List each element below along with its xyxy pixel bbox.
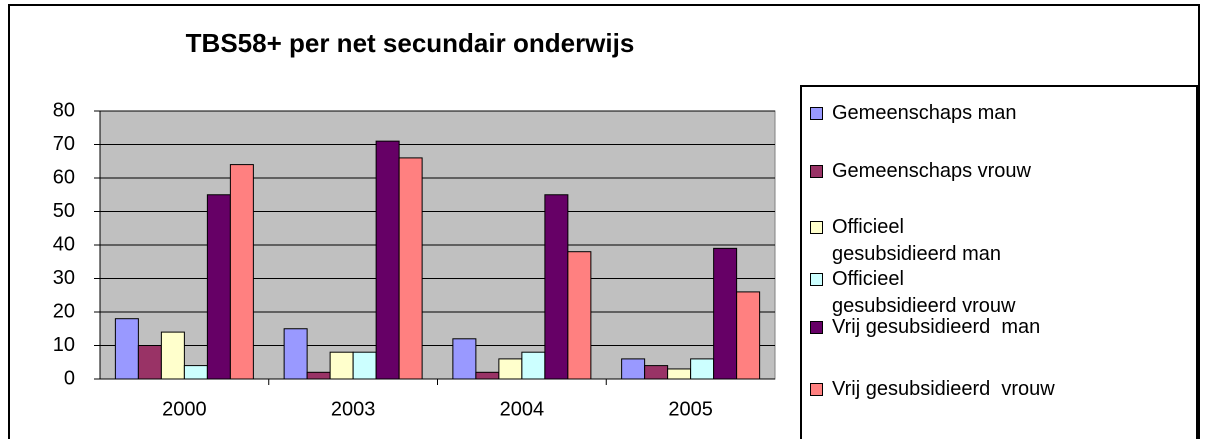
bar bbox=[644, 365, 669, 380]
legend-label: Gemeenschaps vrouw bbox=[832, 160, 1031, 182]
bar bbox=[713, 247, 738, 380]
bar bbox=[137, 345, 162, 380]
bar bbox=[114, 318, 139, 380]
bar bbox=[475, 371, 500, 380]
x-tick-label: 2005 bbox=[668, 398, 713, 420]
y-tick-label: 60 bbox=[53, 166, 75, 188]
legend: Gemeenschaps man Gemeenschaps vrouw Offici… bbox=[800, 85, 1198, 439]
chart-title: TBS58+ per net secundair onderwijs bbox=[186, 28, 635, 58]
y-tick-label: 40 bbox=[53, 233, 75, 255]
legend-label: Vrij gesubsidieerd man bbox=[832, 316, 1041, 338]
bar bbox=[306, 371, 331, 380]
y-tick-label: 80 bbox=[53, 99, 75, 121]
x-tick-label: 2000 bbox=[162, 398, 207, 420]
legend-entry: Gemeenschaps vrouw bbox=[810, 158, 1190, 185]
bar bbox=[452, 338, 477, 380]
bar bbox=[283, 328, 308, 380]
x-tick-label: 2004 bbox=[500, 398, 545, 420]
legend-swatch bbox=[810, 273, 823, 286]
legend-label: Officieel gesubsidieerd man bbox=[832, 216, 1001, 265]
legend-entry: Vrij gesubsidieerd man bbox=[810, 314, 1190, 341]
bar bbox=[160, 331, 185, 380]
bar bbox=[498, 358, 523, 380]
legend-label: Officieel gesubsidieerd vrouw bbox=[832, 268, 1016, 317]
legend-swatch bbox=[810, 221, 823, 234]
bar bbox=[398, 157, 423, 380]
bar bbox=[183, 365, 208, 380]
y-tick-label: 50 bbox=[53, 200, 75, 222]
bar bbox=[521, 351, 546, 380]
legend-swatch bbox=[810, 321, 823, 334]
y-tick-label: 70 bbox=[53, 133, 75, 155]
bar bbox=[736, 291, 761, 380]
bar bbox=[352, 351, 377, 380]
bar bbox=[329, 351, 354, 380]
bar bbox=[690, 358, 715, 380]
bar bbox=[229, 164, 254, 380]
legend-entry: Officieel gesubsidieerd vrouw bbox=[810, 266, 1190, 320]
bar bbox=[544, 194, 569, 380]
y-tick-label: 0 bbox=[64, 367, 75, 389]
bar bbox=[621, 358, 646, 380]
legend-label: Gemeenschaps man bbox=[832, 102, 1017, 124]
legend-label: Vrij gesubsidieerd vrouw bbox=[832, 378, 1055, 400]
legend-swatch bbox=[810, 107, 823, 120]
bar bbox=[667, 368, 692, 380]
legend-swatch bbox=[810, 165, 823, 178]
y-tick-label: 20 bbox=[53, 300, 75, 322]
bar bbox=[375, 140, 400, 380]
x-tick-label: 2003 bbox=[331, 398, 376, 420]
legend-entry: Vrij gesubsidieerd vrouw bbox=[810, 376, 1190, 403]
legend-swatch bbox=[810, 383, 823, 396]
y-tick-label: 10 bbox=[53, 334, 75, 356]
bar bbox=[567, 251, 592, 380]
bar bbox=[206, 194, 231, 380]
legend-entry: Gemeenschaps man bbox=[810, 100, 1190, 127]
legend-entry: Officieel gesubsidieerd man bbox=[810, 214, 1190, 268]
y-tick-label: 30 bbox=[53, 267, 75, 289]
